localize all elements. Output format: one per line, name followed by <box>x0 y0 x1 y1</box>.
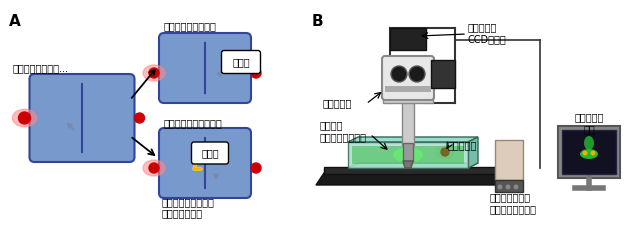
Ellipse shape <box>584 136 594 150</box>
Polygon shape <box>348 163 478 168</box>
Ellipse shape <box>143 65 165 81</box>
Circle shape <box>391 66 407 82</box>
Circle shape <box>441 148 449 156</box>
Bar <box>390 28 426 50</box>
FancyBboxPatch shape <box>30 74 135 162</box>
Text: 高感度高速
CCDカメラ: 高感度高速 CCDカメラ <box>468 22 507 45</box>
Text: 回避行動がとれれば: 回避行動がとれれば <box>164 21 217 31</box>
Bar <box>352 146 464 164</box>
Bar <box>495 140 523 180</box>
Circle shape <box>583 150 587 155</box>
Circle shape <box>149 68 159 78</box>
Text: A: A <box>9 14 21 29</box>
Text: B: B <box>312 14 324 29</box>
Ellipse shape <box>393 148 423 163</box>
Text: 蛍光顕微鏡: 蛍光顕微鏡 <box>323 98 352 108</box>
Circle shape <box>591 150 596 155</box>
Bar <box>495 180 523 192</box>
Circle shape <box>251 163 261 173</box>
Text: 学習した
ゼブラフィッシュ: 学習した ゼブラフィッシュ <box>320 120 367 142</box>
FancyBboxPatch shape <box>382 56 434 100</box>
Text: 成功！: 成功！ <box>232 57 250 67</box>
Bar <box>402 100 414 145</box>
Text: 軽い電気ショックが
与えられます。: 軽い電気ショックが 与えられます。 <box>162 197 215 218</box>
Ellipse shape <box>12 109 37 127</box>
Bar <box>383 93 433 103</box>
Ellipse shape <box>143 160 165 176</box>
Circle shape <box>135 113 144 123</box>
Text: 赤色ランプが点灯...: 赤色ランプが点灯... <box>12 63 68 73</box>
FancyBboxPatch shape <box>191 142 229 164</box>
Bar <box>562 130 616 174</box>
Text: 回避行動がとれないと: 回避行動がとれないと <box>164 118 223 128</box>
Circle shape <box>506 184 511 189</box>
Circle shape <box>409 66 425 82</box>
Text: イメージング用
制御コンピュータ: イメージング用 制御コンピュータ <box>490 192 537 214</box>
Ellipse shape <box>436 146 454 159</box>
Ellipse shape <box>580 149 598 159</box>
Bar <box>348 142 468 168</box>
FancyBboxPatch shape <box>159 33 251 103</box>
Circle shape <box>149 163 159 173</box>
Circle shape <box>498 184 502 189</box>
Polygon shape <box>403 161 413 168</box>
Bar <box>558 126 620 178</box>
Circle shape <box>513 184 518 189</box>
Circle shape <box>251 68 261 78</box>
Bar <box>385 86 431 92</box>
FancyBboxPatch shape <box>222 50 261 74</box>
Text: 失敗！: 失敗！ <box>201 148 219 158</box>
Text: 赤色ランプ: 赤色ランプ <box>448 140 477 150</box>
Bar <box>431 60 455 88</box>
FancyBboxPatch shape <box>159 128 251 198</box>
Text: 神経活動の
画像: 神経活動の 画像 <box>574 112 603 134</box>
Polygon shape <box>316 173 504 185</box>
Polygon shape <box>468 137 478 168</box>
Polygon shape <box>348 137 478 142</box>
Circle shape <box>19 112 30 124</box>
Bar <box>324 167 496 174</box>
Bar <box>403 143 413 161</box>
